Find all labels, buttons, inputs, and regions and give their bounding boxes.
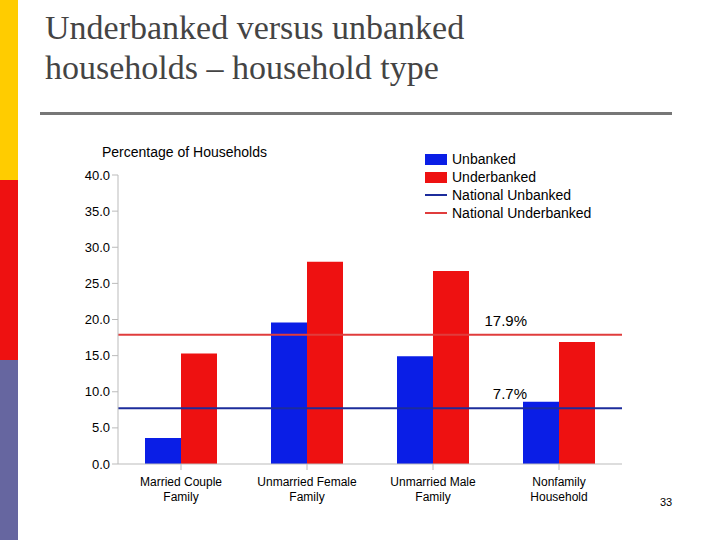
svg-text:7.7%: 7.7% [493,385,527,402]
html-text:Underbanked versus unbanked ho: Underbanked versus unbanked households –… [45,9,465,86]
html-text:National Unbanked: National Unbanked [452,187,572,203]
svg-text:17.9%: 17.9% [484,312,527,329]
svg-text:Unmarried MaleFamily: Unmarried MaleFamily [390,475,476,504]
html-text:Unbanked: Unbanked [452,151,516,167]
svg-text:0.0: 0.0 [92,457,110,472]
svg-text:30.0: 30.0 [85,240,110,255]
svg-text:NonfamilyHousehold: NonfamilyHousehold [530,475,587,504]
html-text:National Underbanked: National Underbanked [452,205,592,221]
svg-text:20.0: 20.0 [85,312,110,327]
svg-text:40.0: 40.0 [85,168,110,183]
svg-text:Married CoupleFamily: Married CoupleFamily [140,475,222,504]
svg-text:35.0: 35.0 [85,204,110,219]
html-text:33: 33 [660,496,673,508]
svg-text:25.0: 25.0 [85,276,110,291]
svg-text:10.0: 10.0 [85,384,110,399]
svg-text:15.0: 15.0 [85,348,110,363]
svg-text:5.0: 5.0 [92,420,110,435]
html-text:Percentage of Households: Percentage of Households [102,144,267,160]
svg-text:Unmarried FemaleFamily: Unmarried FemaleFamily [257,475,357,504]
html-text:Underbanked: Underbanked [452,169,537,185]
